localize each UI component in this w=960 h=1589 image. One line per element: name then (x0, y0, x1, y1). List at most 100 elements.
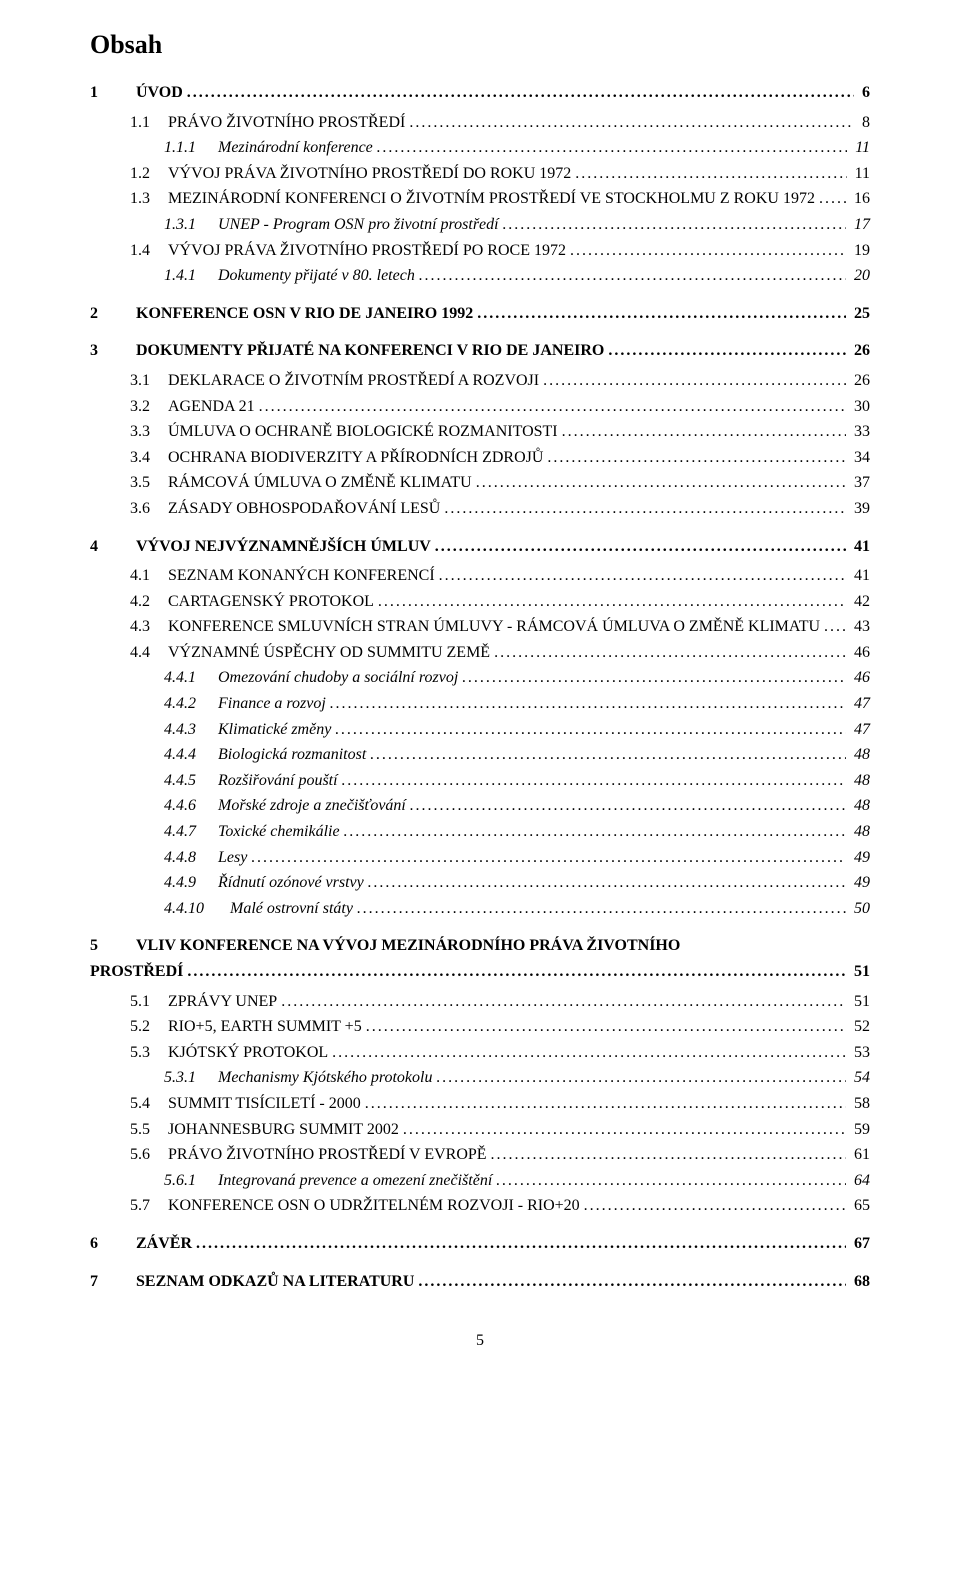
toc-entry-number: 3.2 (130, 396, 168, 418)
toc-entry: 4.4.8Lesy49 (90, 847, 870, 869)
toc-entry-number: 5.5 (130, 1119, 168, 1141)
toc-entry-page: 68 (850, 1271, 870, 1293)
toc-entry-number: 6 (90, 1233, 126, 1255)
toc-entry: 5 VLIV KONFERENCE NA VÝVOJ MEZINÁRODNÍHO … (90, 935, 870, 957)
toc-entry-number: 5.4 (130, 1093, 168, 1115)
toc-entry: 4.4.6Mořské zdroje a znečišťování48 (90, 795, 870, 817)
toc-leader (187, 82, 854, 104)
toc-entry-label: Dokumenty přijaté v 80. letech (218, 265, 415, 287)
toc-entry-label: RÁMCOVÁ ÚMLUVA O ZMĚNĚ KLIMATU (168, 472, 472, 494)
toc-entry-label: RIO+5, EARTH SUMMIT +5 (168, 1016, 362, 1038)
toc-entry: 1.3MEZINÁRODNÍ KONFERENCI O ŽIVOTNÍM PRO… (90, 188, 870, 210)
toc-leader (251, 847, 846, 869)
toc-entry-label: VÝVOJ PRÁVA ŽIVOTNÍHO PROSTŘEDÍ DO ROKU … (168, 163, 571, 185)
toc-entry-label: VLIV KONFERENCE NA VÝVOJ MEZINÁRODNÍHO P… (136, 935, 680, 957)
toc-entry-label: PRÁVO ŽIVOTNÍHO PROSTŘEDÍ (168, 112, 405, 134)
toc-entry: 5.7KONFERENCE OSN O UDRŽITELNÉM ROZVOJI … (90, 1195, 870, 1217)
toc-entry-page: 52 (850, 1016, 870, 1038)
toc-entry: 1.4.1Dokumenty přijaté v 80. letech20 (90, 265, 870, 287)
toc-entry-number: 4.4 (130, 642, 168, 664)
toc-leader (332, 1042, 846, 1064)
toc-entry-page: 16 (850, 188, 870, 210)
toc-entry-number: 4.4.7 (164, 821, 218, 843)
toc-entry-page: 46 (850, 667, 870, 689)
toc-entry: 5.3.1Mechanismy Kjótského protokolu54 (90, 1067, 870, 1089)
toc-entry-page: 30 (850, 396, 870, 418)
toc-entry-label: Integrovaná prevence a omezení znečištěn… (218, 1170, 492, 1192)
toc-entry-page: 37 (850, 472, 870, 494)
toc-entry-label: PRÁVO ŽIVOTNÍHO PROSTŘEDÍ V EVROPĚ (168, 1144, 487, 1166)
toc-entry: 4.4.10Malé ostrovní státy50 (90, 898, 870, 920)
toc-entry-page: 61 (850, 1144, 870, 1166)
toc-entry: 3.5RÁMCOVÁ ÚMLUVA O ZMĚNĚ KLIMATU37 (90, 472, 870, 494)
toc-entry-label: UNEP - Program OSN pro životní prostředí (218, 214, 499, 236)
toc-entry-label: Mořské zdroje a znečišťování (218, 795, 406, 817)
toc-entry-label: JOHANNESBURG SUMMIT 2002 (168, 1119, 399, 1141)
toc-entry-label: MEZINÁRODNÍ KONFERENCI O ŽIVOTNÍM PROSTŘ… (168, 188, 815, 210)
toc-entry: 4.1SEZNAM KONANÝCH KONFERENCÍ41 (90, 565, 870, 587)
toc-entry: 5.6PRÁVO ŽIVOTNÍHO PROSTŘEDÍ V EVROPĚ61 (90, 1144, 870, 1166)
toc-leader (370, 744, 846, 766)
toc-entry-page: 17 (850, 214, 870, 236)
toc-entry-number: 5 (90, 935, 126, 957)
toc-entry-page: 64 (850, 1170, 870, 1192)
toc-leader (462, 667, 846, 689)
toc-entry-label: DOKUMENTY PŘIJATÉ NA KONFERENCI V RIO DE… (136, 340, 604, 362)
toc-entry: 6ZÁVĚR67 (90, 1233, 870, 1255)
toc-entry-page: 39 (850, 498, 870, 520)
toc-entry-label: Toxické chemikálie (218, 821, 340, 843)
toc-leader (342, 770, 846, 792)
toc-entry-page: 25 (850, 303, 870, 325)
toc-entry: 7SEZNAM ODKAZŮ NA LITERATURU68 (90, 1271, 870, 1293)
toc-entry-page: 58 (850, 1093, 870, 1115)
toc-entry-label: VÝVOJ PRÁVA ŽIVOTNÍHO PROSTŘEDÍ PO ROCE … (168, 240, 566, 262)
toc-entry-page: 49 (850, 847, 870, 869)
toc-entry-label: VÝVOJ NEJVÝZNAMNĚJŠÍCH ÚMLUV (136, 536, 431, 558)
toc-entry-page: 26 (850, 340, 870, 362)
toc-leader (187, 961, 846, 983)
toc-entry: 5.1ZPRÁVY UNEP51 (90, 991, 870, 1013)
toc-entry-page: 59 (850, 1119, 870, 1141)
toc-entry: 1.1PRÁVO ŽIVOTNÍHO PROSTŘEDÍ8 (90, 112, 870, 134)
toc-entry-number: 4.1 (130, 565, 168, 587)
toc-entry-number: 1.3.1 (164, 214, 218, 236)
toc-entry-page: 48 (850, 795, 870, 817)
toc-entry-page: 41 (850, 536, 870, 558)
toc-title: Obsah (90, 30, 870, 60)
toc-entry-label: ÚMLUVA O OCHRANĚ BIOLOGICKÉ ROZMANITOSTI (168, 421, 558, 443)
toc-entry-number: 4.4.2 (164, 693, 218, 715)
toc-entry-page: 20 (850, 265, 870, 287)
toc-leader (584, 1195, 846, 1217)
toc-entry: 1.2VÝVOJ PRÁVA ŽIVOTNÍHO PROSTŘEDÍ DO RO… (90, 163, 870, 185)
toc-entry-label: SUMMIT TISÍCILETÍ - 2000 (168, 1093, 361, 1115)
toc-leader (503, 214, 846, 236)
toc-entry-label: OCHRANA BIODIVERZITY A PŘÍRODNÍCH ZDROJŮ (168, 447, 543, 469)
toc-leader (435, 536, 846, 558)
toc-entry-page: 54 (850, 1067, 870, 1089)
toc-entry: 3.4OCHRANA BIODIVERZITY A PŘÍRODNÍCH ZDR… (90, 447, 870, 469)
toc-entry: 4.3KONFERENCE SMLUVNÍCH STRAN ÚMLUVY - R… (90, 616, 870, 638)
toc-entry-page: 46 (850, 642, 870, 664)
toc-entry-label: Řídnutí ozónové vrstvy (218, 872, 364, 894)
toc-leader (403, 1119, 846, 1141)
toc-leader (330, 693, 846, 715)
toc-entry-label: CARTAGENSKÝ PROTOKOL (168, 591, 374, 613)
toc-entry-page: 6 (858, 82, 870, 104)
toc-entry-page: 48 (850, 770, 870, 792)
toc-entry-number: 3.4 (130, 447, 168, 469)
toc-entry-number: 4 (90, 536, 126, 558)
toc-entry-label: SEZNAM ODKAZŮ NA LITERATURU (136, 1271, 414, 1293)
toc-entry-page: 51 (850, 961, 870, 983)
toc-leader (562, 421, 846, 443)
toc-entry-label: Lesy (218, 847, 247, 869)
toc-entry-page: 48 (850, 744, 870, 766)
toc-leader (196, 1233, 846, 1255)
toc-entry-label: ÚVOD (136, 82, 183, 104)
toc-leader (477, 303, 846, 325)
toc-entry: 3.1DEKLARACE O ŽIVOTNÍM PROSTŘEDÍ A ROZV… (90, 370, 870, 392)
toc-entry: 5.5JOHANNESBURG SUMMIT 2002 59 (90, 1119, 870, 1141)
toc-leader (570, 240, 846, 262)
toc-entry-page: 47 (850, 693, 870, 715)
toc-entry-page: 48 (850, 821, 870, 843)
toc-entry-page: 11 (851, 137, 870, 159)
